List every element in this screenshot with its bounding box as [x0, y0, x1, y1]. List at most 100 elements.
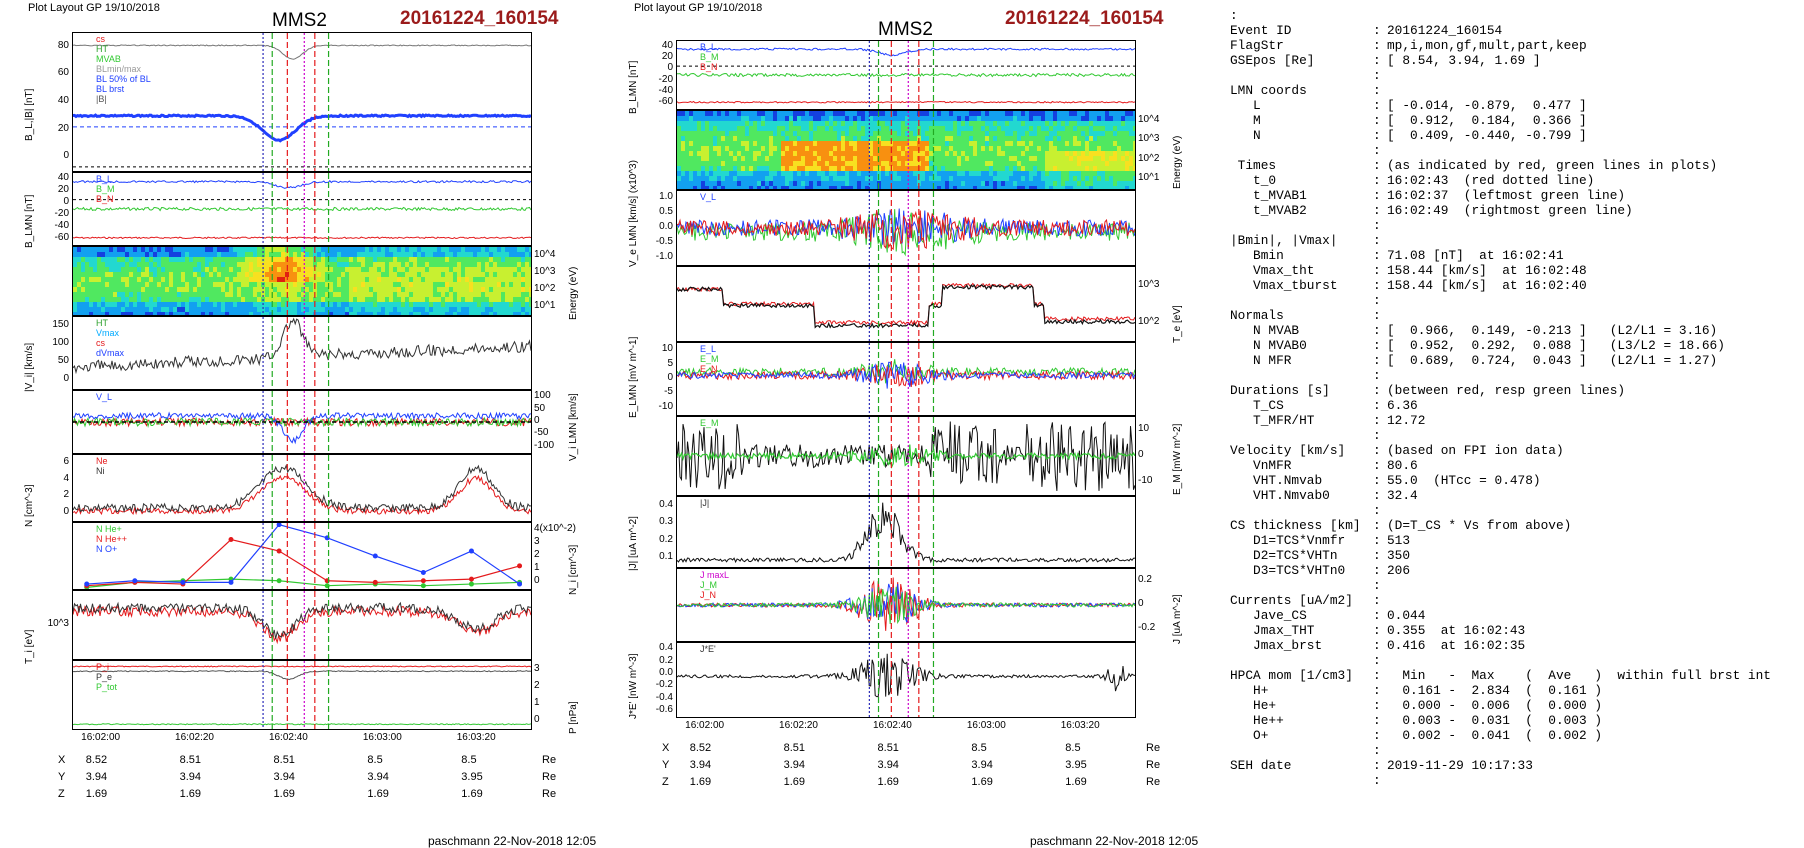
bm-trace	[73, 206, 531, 212]
axis-tick-label: 3	[534, 535, 540, 547]
left-panel-6	[72, 454, 532, 522]
axis-tick-label: 0.4	[659, 498, 673, 510]
electron-spectrogram	[677, 111, 1135, 189]
legend-entry: Vmax	[96, 328, 120, 338]
summary-colon: :	[1373, 518, 1381, 533]
j-trace	[677, 502, 1135, 564]
position-value: 1.69	[877, 776, 899, 788]
summary-colon: :	[1373, 188, 1381, 203]
left-panel-7	[72, 522, 532, 590]
pi-trace	[73, 665, 531, 668]
position-unit: Re	[1146, 759, 1161, 771]
summary-colon: :	[1373, 308, 1381, 323]
position-unit: Re	[542, 754, 557, 766]
summary-colon: :	[1373, 773, 1381, 788]
summary-colon: :	[1373, 248, 1381, 263]
summary-row: VnMFR:80.6	[1230, 458, 1771, 473]
axis-tick-label: 80	[57, 39, 69, 51]
legend-entry: P_i	[96, 662, 110, 672]
summary-row: Jave_CS:0.044	[1230, 608, 1771, 623]
position-label: Y	[662, 759, 670, 771]
axis-tick-label: 0.0	[659, 221, 673, 232]
summary-row: SEH date:2019-11-29 10:17:33	[1230, 758, 1771, 773]
time-tick-label: 16:03:20	[1060, 720, 1100, 731]
axis-tick-label: 0	[534, 415, 540, 426]
position-label: X	[58, 754, 66, 766]
summary-row: CS thickness [km]: (D=T_CS * Vs from abov…	[1230, 518, 1771, 533]
bn-trace	[677, 100, 1135, 104]
summary-row: :	[1230, 743, 1771, 758]
legend-entry: J*E'	[700, 644, 716, 654]
summary-value: [ 0.912, 0.184, 0.366 ]	[1387, 113, 1587, 128]
axis-tick-label: -60	[54, 232, 69, 243]
left-panel-3	[72, 246, 532, 316]
position-value: 1.69	[783, 776, 806, 788]
emw-trace	[677, 421, 1135, 491]
position-value: 3.94	[179, 771, 202, 783]
summary-key: t_MVAB1	[1230, 188, 1307, 203]
summary-value: 71.08 [nT] at 16:02:41	[1387, 248, 1564, 263]
summary-colon: :	[1373, 443, 1381, 458]
middle-panel-6-ylabel: E_M [mW m^-2]	[1172, 423, 1183, 495]
summary-colon: :	[1373, 23, 1381, 38]
summary-colon: :	[1373, 698, 1381, 713]
summary-key: D3=TCS*VHTn0	[1230, 563, 1346, 578]
summary-colon: :	[1373, 548, 1381, 563]
axis-tick-label: 10^2	[1138, 152, 1160, 164]
left-panel-2-legend: B_L B_M B_N	[96, 174, 115, 204]
summary-colon: :	[1373, 233, 1381, 248]
summary-value: 513	[1387, 533, 1411, 548]
summary-row: HPCA mom [1/cm3]: Min - Max ( Ave ) with…	[1230, 668, 1771, 683]
summary-row: Event ID:20161224_160154	[1230, 23, 1771, 38]
summary-row: Bmin:71.08 [nT] at 16:02:41	[1230, 248, 1771, 263]
axis-tick-label: 0	[667, 62, 673, 74]
middle-panel-4-ylabel: T_e [eV]	[1172, 305, 1183, 343]
axis-tick-label: 0.2	[659, 533, 673, 545]
summary-colon: :	[1373, 713, 1381, 728]
legend-entry: cs	[96, 338, 105, 348]
summary-key: Velocity [km/s]	[1230, 443, 1346, 458]
summary-colon: :	[1373, 218, 1381, 233]
summary-value: (between red, resp green lines)	[1387, 383, 1626, 398]
axis-tick-label: -10	[1138, 475, 1153, 486]
legend-entry: cs	[96, 34, 105, 44]
summary-colon: :	[1373, 128, 1381, 143]
axis-tick-label: 0.1	[659, 551, 673, 563]
summary-colon: :	[1373, 293, 1381, 308]
summary-value: 80.6	[1387, 458, 1418, 473]
axis-tick-label: 10^2	[534, 282, 556, 294]
summary-colon: :	[1373, 488, 1381, 503]
legend-entry: BL 50% of BL	[96, 74, 151, 84]
axis-tick-label: 10^4	[534, 248, 556, 260]
legend-entry: P_e	[96, 672, 113, 682]
summary-value: 12.72	[1387, 413, 1426, 428]
axis-tick-label: -50	[534, 427, 549, 439]
middle-panel-5-legend: E_L E_M E_N	[700, 344, 719, 374]
ti-trace	[73, 601, 531, 639]
summary-key: N	[1230, 128, 1261, 143]
position-value: 3.94	[783, 759, 806, 771]
summary-colon: :	[1373, 473, 1381, 488]
middle-panel-6	[676, 416, 1136, 496]
summary-key: Jmax_brst	[1230, 638, 1323, 653]
summary-key: LMN coords	[1230, 83, 1307, 98]
middle-panel-1-ylabel: B_LMN [nT]	[628, 60, 639, 114]
axis-tick-label: 0	[534, 575, 540, 587]
summary-row: Currents [uA/m2]:	[1230, 593, 1771, 608]
summary-colon: :	[1373, 173, 1381, 188]
axis-tick-label: 10^3	[1138, 133, 1160, 145]
ni-trace	[73, 463, 531, 514]
time-tick-label: 16:02:40	[268, 732, 308, 743]
summary-colon: :	[1373, 503, 1381, 518]
axis-tick-label: 100	[534, 390, 551, 402]
summary-value: [ 0.689, 0.724, 0.043 ] (L2/L1 = 1.27)	[1387, 353, 1718, 368]
summary-value: 16:02:37 (leftmost green line)	[1387, 188, 1626, 203]
position-unit: Re	[1146, 742, 1161, 754]
summary-key: Normals	[1230, 308, 1284, 323]
legend-entry: V_L	[96, 392, 113, 402]
summary-value: [ 8.54, 3.94, 1.69 ]	[1387, 53, 1541, 68]
summary-key: M	[1230, 113, 1261, 128]
summary-key: He+	[1230, 698, 1277, 713]
position-unit: Re	[542, 788, 557, 800]
axis-tick-label: 10	[661, 343, 673, 355]
